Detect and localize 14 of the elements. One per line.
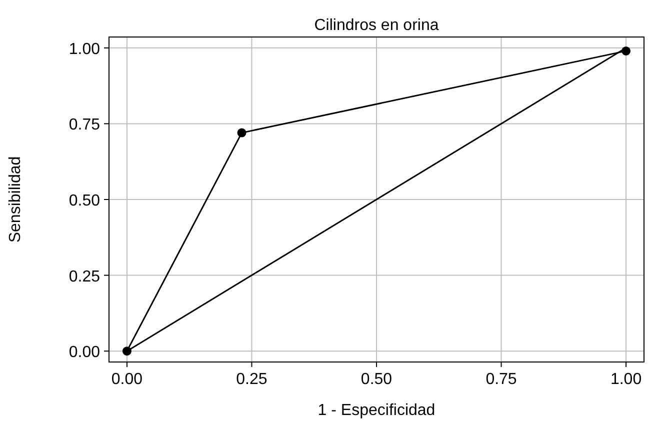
y-tick-label: 0.75 bbox=[68, 116, 100, 134]
x-tick-label: 0.50 bbox=[360, 371, 392, 388]
point bbox=[237, 128, 246, 138]
x-tick-label: 0.75 bbox=[486, 371, 517, 388]
y-tick-label: 1.00 bbox=[68, 40, 100, 58]
y-tick-label: 0.00 bbox=[68, 344, 100, 362]
x-axis-title: 1 - Especificidad bbox=[318, 402, 436, 419]
x-tick-label: 1.00 bbox=[610, 371, 642, 388]
x-tick-label: 0.25 bbox=[236, 371, 268, 388]
x-tick-label: 0.00 bbox=[111, 371, 143, 388]
y-axis-title: Sensibilidad bbox=[7, 156, 24, 243]
y-tick-label: 0.50 bbox=[68, 192, 100, 210]
y-tick-label: 0.25 bbox=[68, 268, 100, 286]
chart-title: Cilindros en orina bbox=[314, 17, 439, 34]
